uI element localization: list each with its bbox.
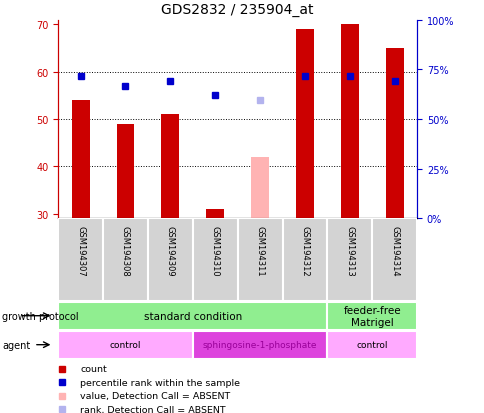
Text: count: count	[80, 365, 106, 373]
Bar	[282, 219, 327, 301]
Text: GSM194309: GSM194309	[166, 225, 175, 276]
Bar	[72, 101, 90, 219]
Bar	[237, 219, 282, 301]
Text: growth protocol: growth protocol	[2, 311, 79, 321]
Bar	[327, 302, 416, 330]
Bar	[148, 219, 192, 301]
Bar	[58, 302, 327, 330]
Text: standard condition: standard condition	[143, 311, 242, 321]
Bar	[327, 331, 416, 359]
Bar	[58, 219, 103, 301]
Bar	[251, 157, 269, 219]
Title: GDS2832 / 235904_at: GDS2832 / 235904_at	[161, 3, 313, 17]
Text: GSM194311: GSM194311	[255, 225, 264, 276]
Text: feeder-free
Matrigel: feeder-free Matrigel	[343, 305, 400, 327]
Bar	[295, 30, 313, 219]
Bar	[192, 331, 327, 359]
Bar	[206, 209, 224, 219]
Bar	[116, 124, 134, 219]
Text: control: control	[356, 340, 387, 349]
Text: rank, Detection Call = ABSENT: rank, Detection Call = ABSENT	[80, 405, 225, 413]
Text: GSM194312: GSM194312	[300, 225, 309, 276]
Bar	[385, 49, 403, 219]
Bar	[103, 219, 148, 301]
Text: GSM194314: GSM194314	[389, 225, 398, 276]
Bar	[372, 219, 416, 301]
Text: GSM194310: GSM194310	[210, 225, 219, 276]
Text: agent: agent	[2, 340, 30, 350]
Text: sphingosine-1-phosphate: sphingosine-1-phosphate	[202, 340, 317, 349]
Bar	[161, 115, 179, 219]
Bar	[340, 25, 358, 219]
Text: GSM194313: GSM194313	[345, 225, 354, 276]
Text: value, Detection Call = ABSENT: value, Detection Call = ABSENT	[80, 392, 230, 400]
Text: control: control	[109, 340, 141, 349]
Bar	[193, 219, 237, 301]
Text: GSM194308: GSM194308	[121, 225, 130, 276]
Bar	[327, 219, 372, 301]
Bar	[58, 331, 192, 359]
Text: percentile rank within the sample: percentile rank within the sample	[80, 378, 240, 387]
Text: GSM194307: GSM194307	[76, 225, 85, 276]
